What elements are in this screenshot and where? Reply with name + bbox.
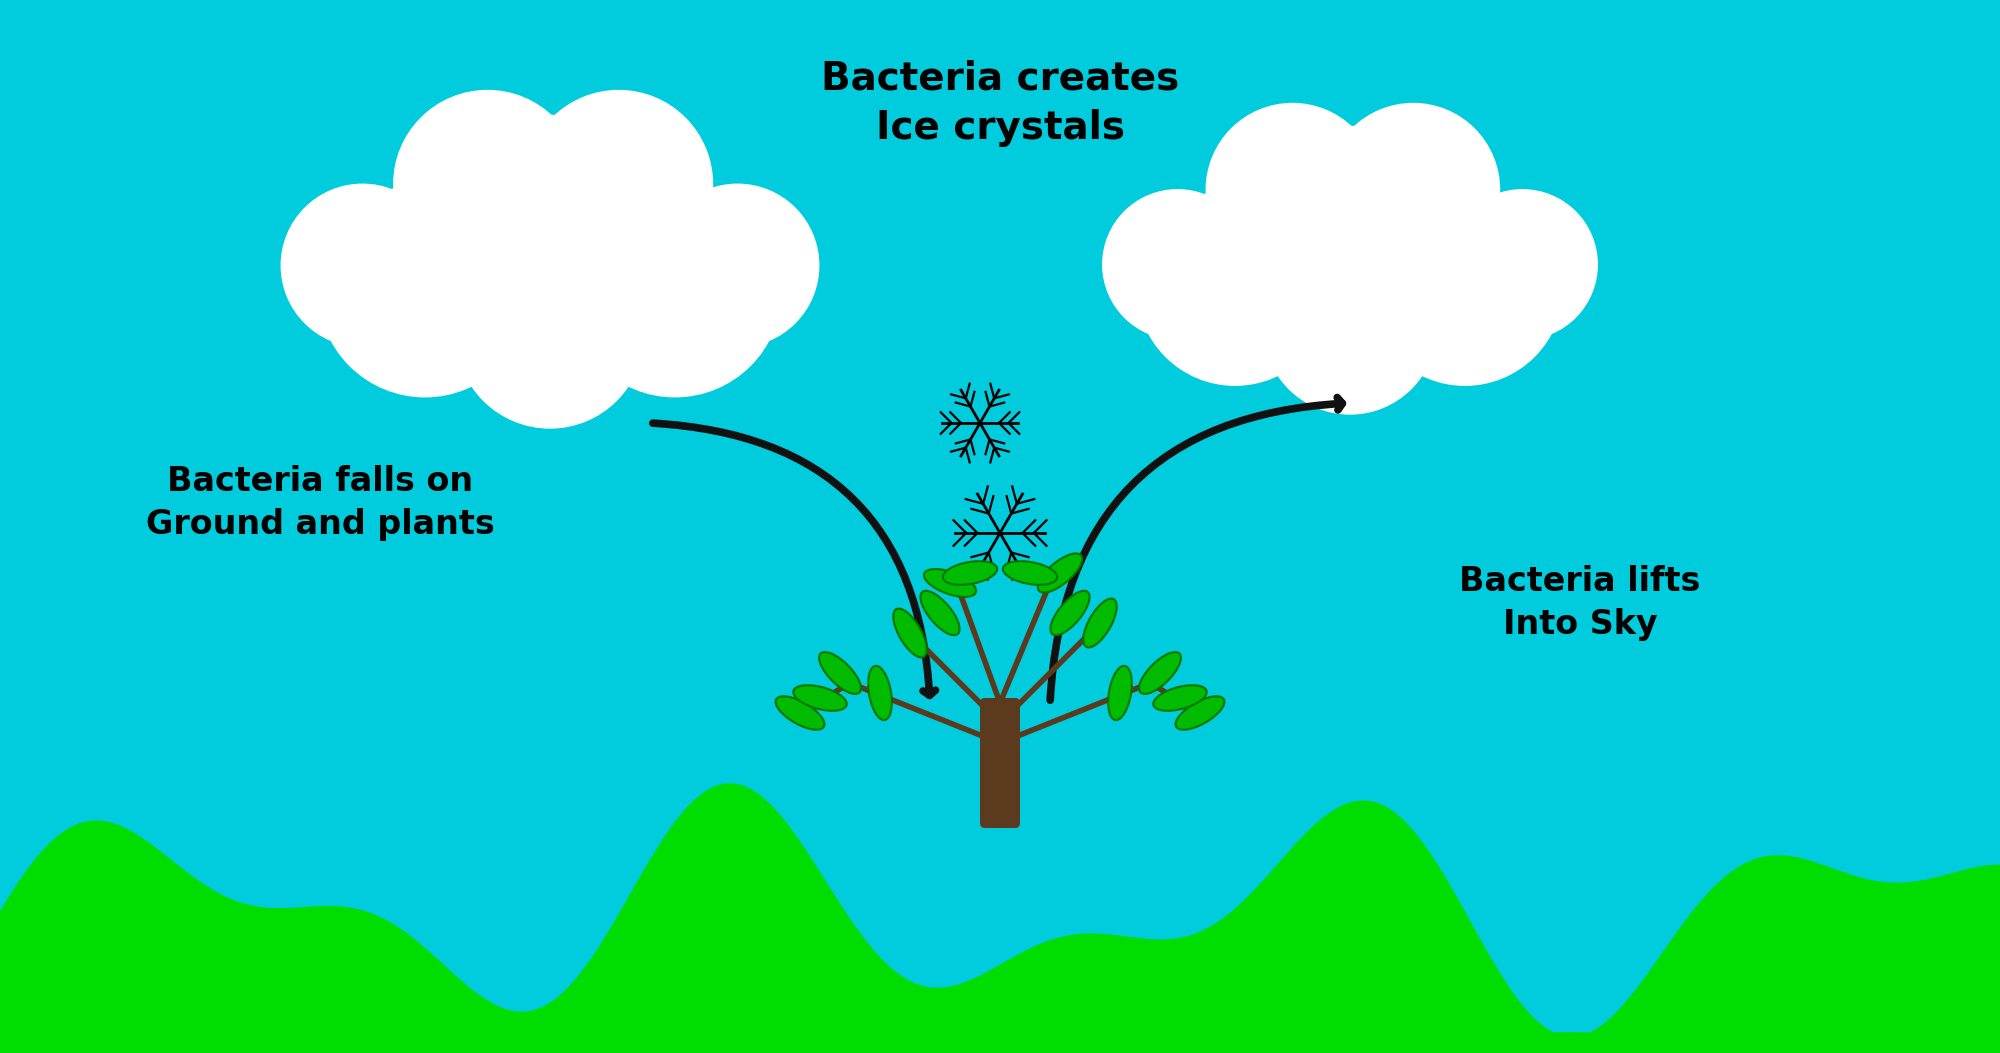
Ellipse shape — [1140, 652, 1180, 694]
Ellipse shape — [1002, 561, 1058, 584]
Circle shape — [1328, 103, 1500, 276]
Ellipse shape — [1154, 686, 1206, 711]
Circle shape — [1102, 190, 1252, 339]
Ellipse shape — [1084, 598, 1116, 648]
Circle shape — [282, 184, 444, 346]
Ellipse shape — [1038, 554, 1082, 593]
FancyBboxPatch shape — [980, 698, 1020, 828]
Ellipse shape — [868, 665, 892, 720]
Circle shape — [394, 91, 582, 278]
Circle shape — [318, 184, 532, 397]
Circle shape — [1448, 190, 1598, 339]
Text: Bacteria creates
Ice crystals: Bacteria creates Ice crystals — [820, 59, 1180, 147]
Circle shape — [456, 240, 644, 428]
Circle shape — [1206, 103, 1378, 276]
Circle shape — [568, 184, 782, 397]
Circle shape — [1138, 190, 1332, 385]
Circle shape — [1368, 190, 1562, 385]
Ellipse shape — [794, 686, 846, 711]
Circle shape — [1224, 126, 1476, 379]
Circle shape — [656, 184, 818, 346]
Ellipse shape — [920, 591, 960, 635]
Circle shape — [412, 116, 688, 391]
Circle shape — [524, 91, 712, 278]
Ellipse shape — [1176, 696, 1224, 730]
Ellipse shape — [942, 561, 998, 584]
Text: Bacteria lifts
Into Sky: Bacteria lifts Into Sky — [1460, 564, 1700, 641]
Ellipse shape — [894, 609, 926, 657]
Ellipse shape — [820, 652, 860, 694]
Text: Bacteria falls on
Ground and plants: Bacteria falls on Ground and plants — [146, 464, 494, 541]
Ellipse shape — [1108, 665, 1132, 720]
Ellipse shape — [776, 696, 824, 730]
Ellipse shape — [924, 569, 976, 597]
Ellipse shape — [1050, 591, 1090, 635]
Circle shape — [1264, 241, 1436, 414]
